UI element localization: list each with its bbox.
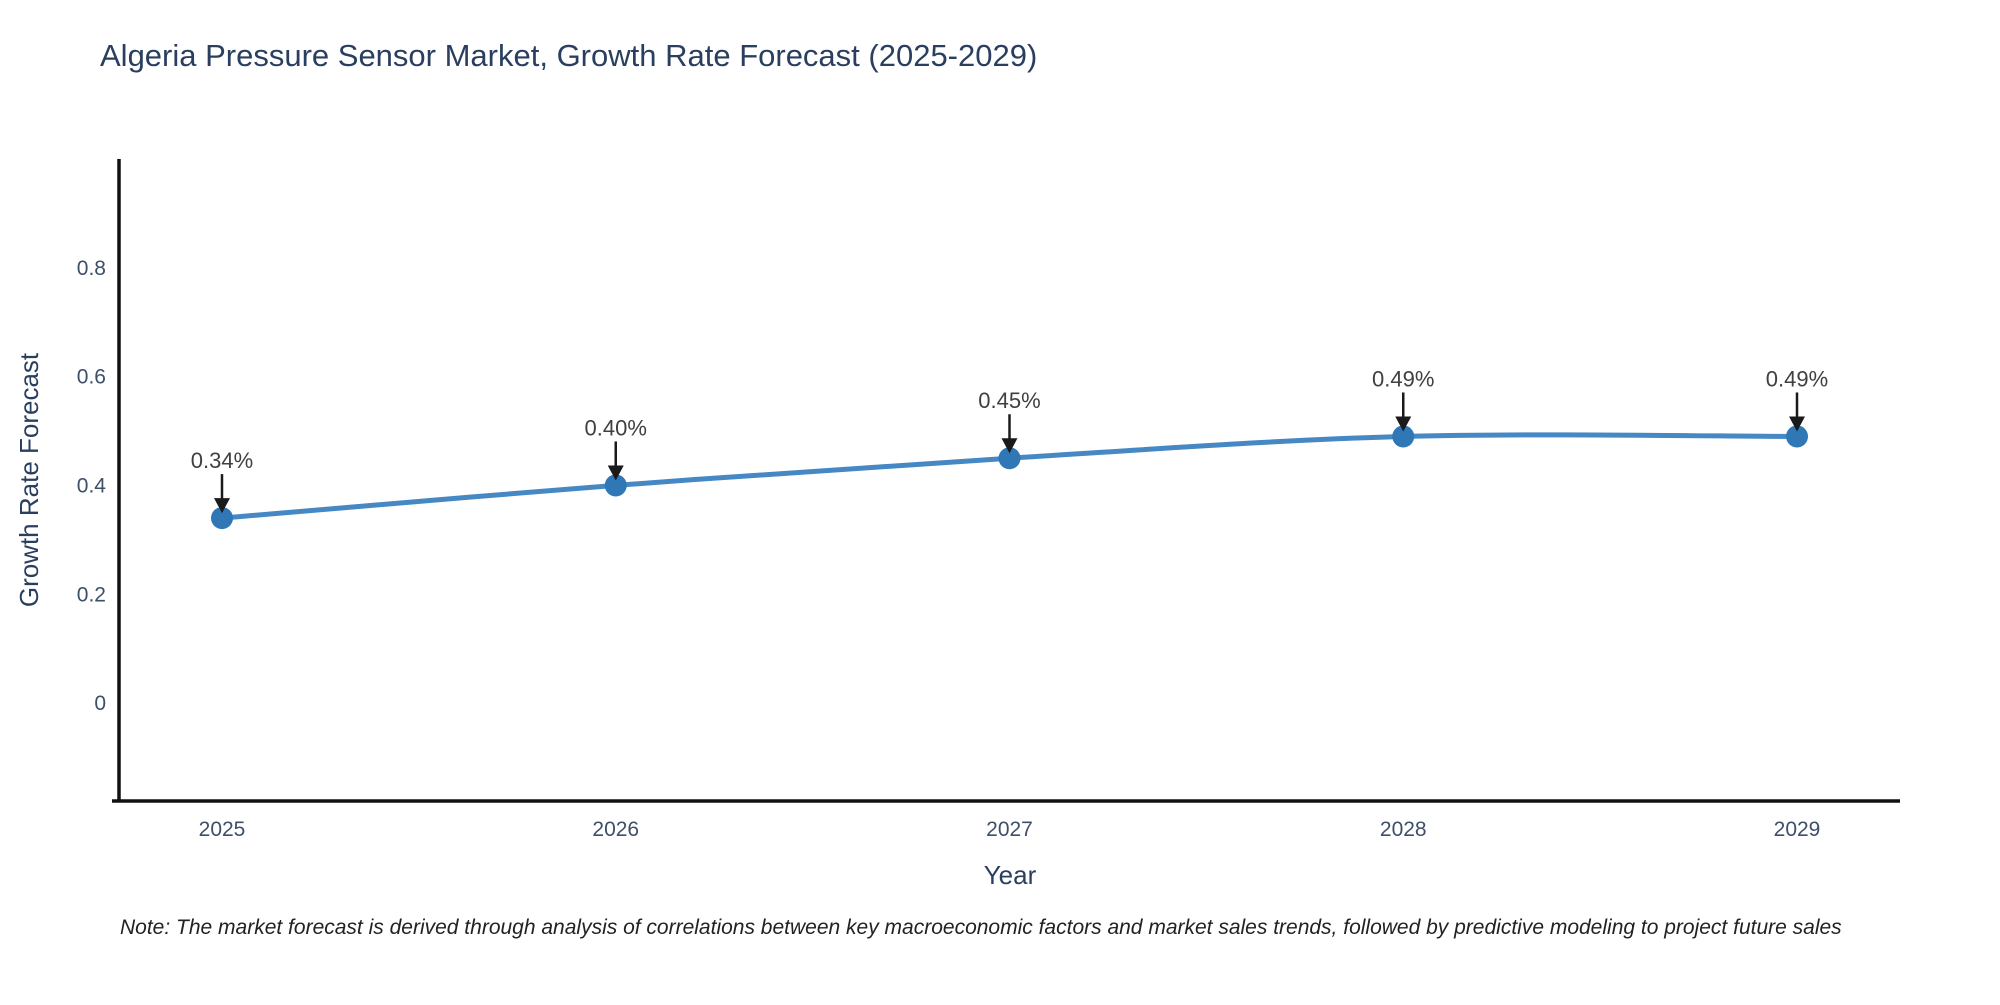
data-point-marker[interactable]: [1392, 425, 1415, 448]
annotation-arrowhead-icon: [1395, 416, 1412, 432]
y-tick-label: 0: [94, 692, 106, 715]
x-axis-title: Year: [984, 860, 1037, 890]
point-annotation-label: 0.45%: [978, 388, 1040, 413]
series-line: [211, 425, 1808, 530]
axes: [112, 159, 1900, 803]
data-point-marker[interactable]: [604, 474, 627, 497]
y-tick-label: 0.6: [77, 366, 106, 389]
annotation-arrowhead-icon: [607, 465, 624, 481]
x-tick-label[interactable]: 2025: [199, 818, 246, 841]
data-point-marker[interactable]: [998, 447, 1021, 470]
point-annotation-label: 0.49%: [1766, 366, 1828, 391]
data-point-marker[interactable]: [211, 507, 233, 530]
chart-title: Algeria Pressure Sensor Market, Growth R…: [100, 38, 1038, 73]
tick-labels: 0 0.2 0.4 0.6 0.8 2025 2026 2027 2028 2029: [77, 257, 1821, 841]
x-tick-label[interactable]: 2026: [592, 818, 639, 841]
y-tick-label: 0.4: [77, 474, 107, 497]
point-annotation-label: 0.49%: [1372, 366, 1434, 391]
annotation-arrowhead-icon: [1789, 416, 1805, 432]
data-point-marker[interactable]: [1786, 425, 1808, 448]
x-tick-label[interactable]: 2027: [986, 818, 1033, 841]
point-annotations: 0.34% 0.40% 0.45% 0.49% 0.49%: [191, 366, 1828, 514]
annotation-arrowhead-icon: [1001, 438, 1018, 454]
point-annotation-label: 0.34%: [191, 448, 253, 473]
annotation-arrowhead-icon: [214, 498, 230, 514]
x-tick-label[interactable]: 2029: [1774, 818, 1821, 841]
x-tick-label[interactable]: 2028: [1380, 818, 1427, 841]
y-tick-label: 0.2: [77, 583, 106, 606]
y-tick-label: 0.8: [77, 257, 106, 280]
point-annotation-label: 0.40%: [585, 415, 647, 440]
footnote: Note: The market forecast is derived thr…: [120, 916, 1842, 939]
y-axis-title: Growth Rate Forecast: [14, 352, 44, 607]
